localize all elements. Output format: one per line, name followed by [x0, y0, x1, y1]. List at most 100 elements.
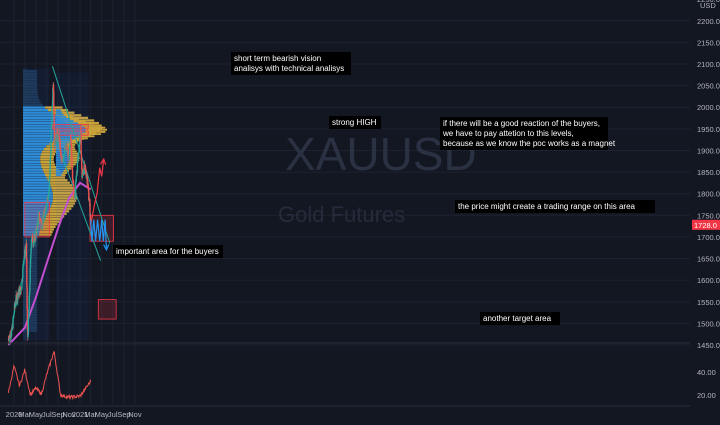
- profile-bar-sell: [47, 178, 68, 182]
- candle-body: [36, 230, 38, 231]
- candle-body: [84, 164, 86, 167]
- profile-bar: [23, 217, 45, 221]
- candle-body: [67, 150, 70, 154]
- time-tick-label: May: [29, 410, 43, 419]
- price-tick-label: 2100.0: [697, 60, 720, 69]
- annotation-ann5[interactable]: important area for the buyers: [113, 245, 223, 258]
- candle-body: [50, 135, 52, 151]
- candle-body: [41, 227, 43, 229]
- profile-bar-sell: [84, 126, 106, 129]
- price-tick-label: 2000.0: [697, 103, 720, 112]
- profile-bar-sell: [41, 225, 56, 228]
- price-tick-label: 2150.0: [697, 38, 720, 47]
- profile-bar: [23, 319, 38, 322]
- profile-bar: [55, 137, 75, 140]
- price-axis[interactable]: USD 2250.0 2200.0 2150.0 2100.0 2050.0 2000.0…: [697, 0, 720, 400]
- candle-body: [22, 267, 24, 278]
- candle-body: [74, 191, 76, 198]
- candle-body: [29, 268, 31, 284]
- candle-body: [58, 132, 60, 141]
- candle-body: [85, 169, 87, 171]
- profile-bar: [23, 191, 53, 195]
- candle-body: [44, 207, 47, 215]
- profile-bar: [23, 121, 66, 125]
- profile-bar: [23, 72, 38, 75]
- candle-body: [72, 180, 75, 185]
- profile-bar-sell: [49, 181, 70, 184]
- oscillator-tick-label: 20.00: [697, 391, 716, 400]
- projection-paths[interactable]: [90, 157, 110, 252]
- profile-bar-sell: [60, 109, 65, 112]
- annotation-ann6[interactable]: another target area: [480, 312, 560, 325]
- profile-bar: [23, 168, 43, 171]
- price-tick-label: 1900.0: [697, 146, 720, 155]
- profile-bar: [55, 150, 69, 153]
- profile-bar-sell: [85, 128, 108, 131]
- profile-bar-sell: [51, 202, 76, 205]
- profile-bar: [23, 326, 38, 330]
- candle-body: [31, 239, 33, 240]
- candle-body: [21, 277, 24, 281]
- oscillator-pane: [0, 342, 690, 401]
- profile-bar-sell: [68, 150, 77, 153]
- profile-bar: [23, 75, 38, 78]
- candle-body: [30, 247, 32, 254]
- profile-bar: [23, 176, 47, 179]
- candle-body: [30, 253, 32, 260]
- time-tick-label: 2021: [72, 410, 89, 419]
- profile-bar-sell: [82, 133, 101, 136]
- candle-body: [13, 314, 15, 315]
- profile-bar: [55, 172, 63, 174]
- profile-bar-sell: [43, 171, 61, 174]
- annotation-ann4[interactable]: the price might create a trading range o…: [455, 200, 655, 213]
- candle-body: [24, 249, 27, 251]
- time-tick-label: Mar: [18, 410, 31, 419]
- annotation-text: important area for the buyers: [116, 247, 219, 256]
- candle-body: [84, 166, 87, 170]
- profile-bar: [23, 98, 40, 101]
- candle-body: [27, 319, 30, 335]
- profile-bar: [23, 155, 41, 158]
- annotation-ann3[interactable]: if there will be a good reaction of the …: [440, 117, 616, 150]
- candle-body: [70, 145, 73, 156]
- candle-body: [77, 157, 79, 160]
- time-tick-label: Jul: [108, 410, 118, 419]
- price-tick-label: 1750.0: [697, 211, 720, 220]
- time-tick-label: Sep: [117, 410, 130, 419]
- price-tick-label: 2250.0: [697, 0, 720, 4]
- annotation-ann2[interactable]: strong HIGH: [329, 116, 381, 129]
- watermark-name: Gold Futures: [278, 202, 405, 227]
- candle-body: [49, 160, 51, 174]
- target-zone: [52, 124, 89, 130]
- candle-body: [24, 250, 26, 256]
- annotation-text: another target area: [483, 314, 552, 323]
- candle-body: [60, 149, 62, 154]
- candle-body: [81, 174, 84, 178]
- projection-path: [90, 219, 108, 250]
- profile-bar: [23, 329, 38, 332]
- profile-bar-sell: [51, 204, 74, 208]
- candle-body: [83, 164, 85, 174]
- candle-body: [78, 139, 81, 145]
- candle-body: [16, 299, 18, 303]
- profile-bar: [55, 126, 85, 129]
- profile-bar: [23, 321, 38, 324]
- profile-bar: [23, 153, 41, 156]
- candle-body: [54, 145, 56, 149]
- profile-bar: [23, 249, 38, 252]
- candle-body: [10, 336, 12, 338]
- candle-body: [12, 318, 14, 329]
- candle-body: [55, 132, 57, 138]
- profile-bar-sell: [43, 147, 61, 151]
- candle-body: [12, 317, 15, 319]
- profile-bar-sell: [40, 228, 55, 231]
- candle-body: [38, 212, 41, 220]
- candle-body: [43, 211, 46, 212]
- projection-path: [90, 159, 105, 225]
- profile-bar: [23, 295, 38, 299]
- profile-bar-sell: [49, 207, 72, 210]
